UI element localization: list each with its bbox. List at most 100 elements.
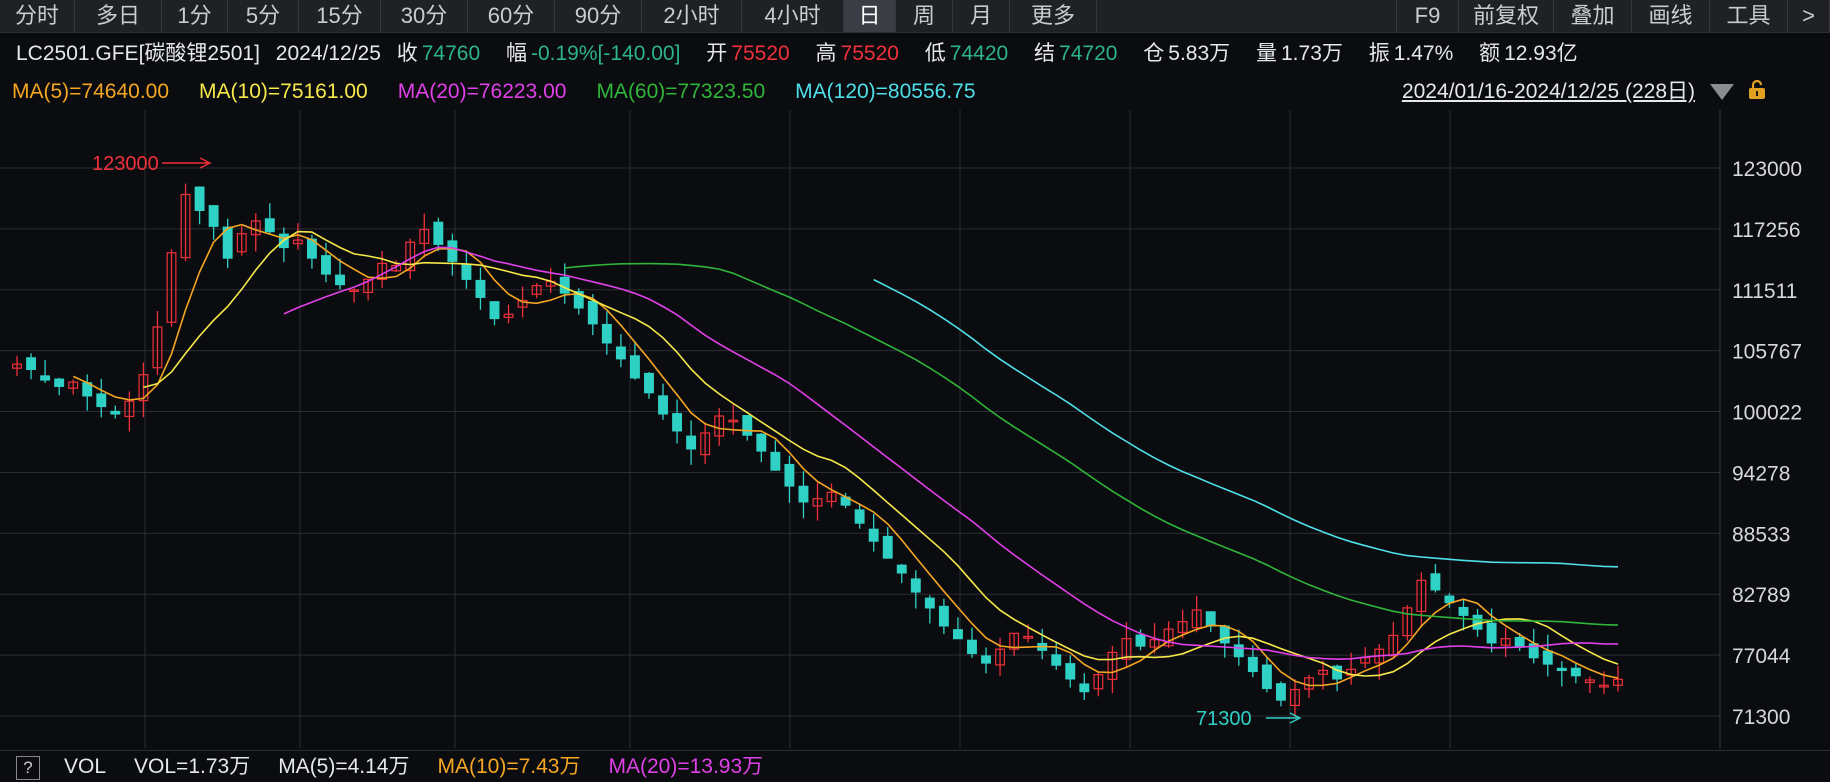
candle-body [559,276,570,294]
high-value: 75520 [840,42,899,65]
candle-body [1290,688,1300,707]
candle-body [700,432,711,456]
tool-button[interactable]: 前复权 [1459,0,1554,32]
ma-line [72,223,1619,687]
date-range-selector[interactable]: 2024/01/16-2024/12/25 (228日) [1401,80,1695,103]
candle-body [629,355,640,379]
candle-body [601,323,612,344]
candle-body [138,374,149,402]
candle-body [812,498,823,507]
candle-body [124,400,135,418]
candle-body [1514,636,1525,648]
kline-chart[interactable]: 123000 117256 111511 105767 100022 94278 88533… [0,110,1830,748]
candle-body [1318,669,1329,675]
candle-body [363,278,374,294]
candle-body [658,395,668,415]
period-button[interactable]: 90分 [555,0,642,32]
quote-info-bar: LC2501.GFE[碳酸锂2501] 2024/12/25 收 74760 幅-… [0,38,1830,70]
candle-body [770,451,781,471]
tool-button[interactable]: > [1788,0,1830,32]
period-button[interactable]: 月 [953,0,1010,32]
ma-legend-item: MA(60)=77323.50 [596,80,766,103]
candle-body [1107,651,1118,680]
period-button[interactable]: 4小时 [742,0,844,32]
ma-line [283,246,1618,661]
oi-value: 5.83万 [1168,42,1231,65]
y-tick-label: 100022 [1732,402,1802,425]
candle-body [447,240,458,262]
candle-body [180,193,191,259]
candle-body [40,375,51,381]
candle-body [292,239,303,245]
high-label: 高 [815,42,837,65]
candle-body [1570,667,1581,677]
period-button[interactable]: 1分 [162,0,228,32]
ma-legend: MA(5)=74640.00 MA(10)=75161.00 MA(20)=7622… [0,76,1830,108]
y-tick-label: 111511 [1732,280,1797,303]
tool-button[interactable]: F9 [1397,0,1459,32]
low-label: 低 [924,42,946,65]
volume-legend-item: MA(10)=7.43万 [437,755,581,778]
oi-label: 仓 [1143,42,1165,65]
candle-body [1247,656,1258,673]
candle-body [1275,683,1286,701]
candle-body [1009,632,1020,650]
tool-button[interactable]: 工具 [1710,0,1788,32]
tool-button[interactable]: 叠加 [1554,0,1632,32]
y-tick-label: 82789 [1732,584,1790,607]
candle-body [503,313,514,318]
high-annotation: 123000 [92,153,159,175]
amt-label: 额 [1479,42,1501,65]
period-button[interactable]: 日 [844,0,896,32]
candle-body [461,263,472,280]
candle-body [1205,611,1216,627]
candle-body [1416,579,1427,612]
candle-body [1458,606,1469,616]
dropdown-arrow-icon[interactable] [1710,84,1734,100]
low-value: 74420 [949,42,1009,65]
volume-legend-item: MA(20)=13.93万 [608,755,764,778]
candle-body [475,279,486,298]
candle-body [1149,639,1160,648]
period-button[interactable]: 更多 [1010,0,1097,32]
candle-body [798,485,809,503]
close-value: 74760 [421,42,481,65]
candle-body [1163,628,1174,647]
help-button[interactable]: ? [16,756,40,780]
candle-body [222,226,233,259]
candle-body [349,289,360,292]
period-button[interactable]: 多日 [75,0,162,32]
period-button[interactable]: 5分 [228,0,299,32]
y-tick-label: 77044 [1732,645,1791,668]
period-button[interactable]: 分时 [0,0,75,32]
ma-legend-item: MA(20)=76223.00 [397,80,567,103]
candle-body [96,393,107,408]
candle-body [1233,644,1244,658]
candle-body [166,252,177,323]
y-tick-label: 88533 [1732,523,1790,546]
period-button[interactable]: 15分 [299,0,381,32]
period-button[interactable]: 30分 [381,0,468,32]
candle-body [1542,650,1553,665]
ma-legend-item: MA(10)=75161.00 [199,80,368,103]
candle-body [517,299,528,308]
candle-body [1093,674,1104,690]
candle-body [938,605,949,627]
period-button[interactable]: 2小时 [642,0,742,32]
candle-body [1079,683,1090,693]
period-button[interactable]: 60分 [468,0,555,32]
candle-body [110,410,121,415]
candle-body [1486,622,1497,644]
period-button[interactable]: 周 [896,0,953,32]
change-label: 幅 [506,42,527,65]
lock-icon[interactable] [1747,80,1767,100]
candle-body [1177,621,1188,633]
candle-body [826,491,837,503]
low-arrow-head [1289,712,1302,724]
tool-button[interactable]: 画线 [1632,0,1710,32]
volume-legend-item: VOL=1.73万 [134,755,251,778]
ma-line [564,262,1619,626]
candle-body [981,655,991,664]
candle-body [1430,573,1441,591]
candle-body [910,578,921,593]
